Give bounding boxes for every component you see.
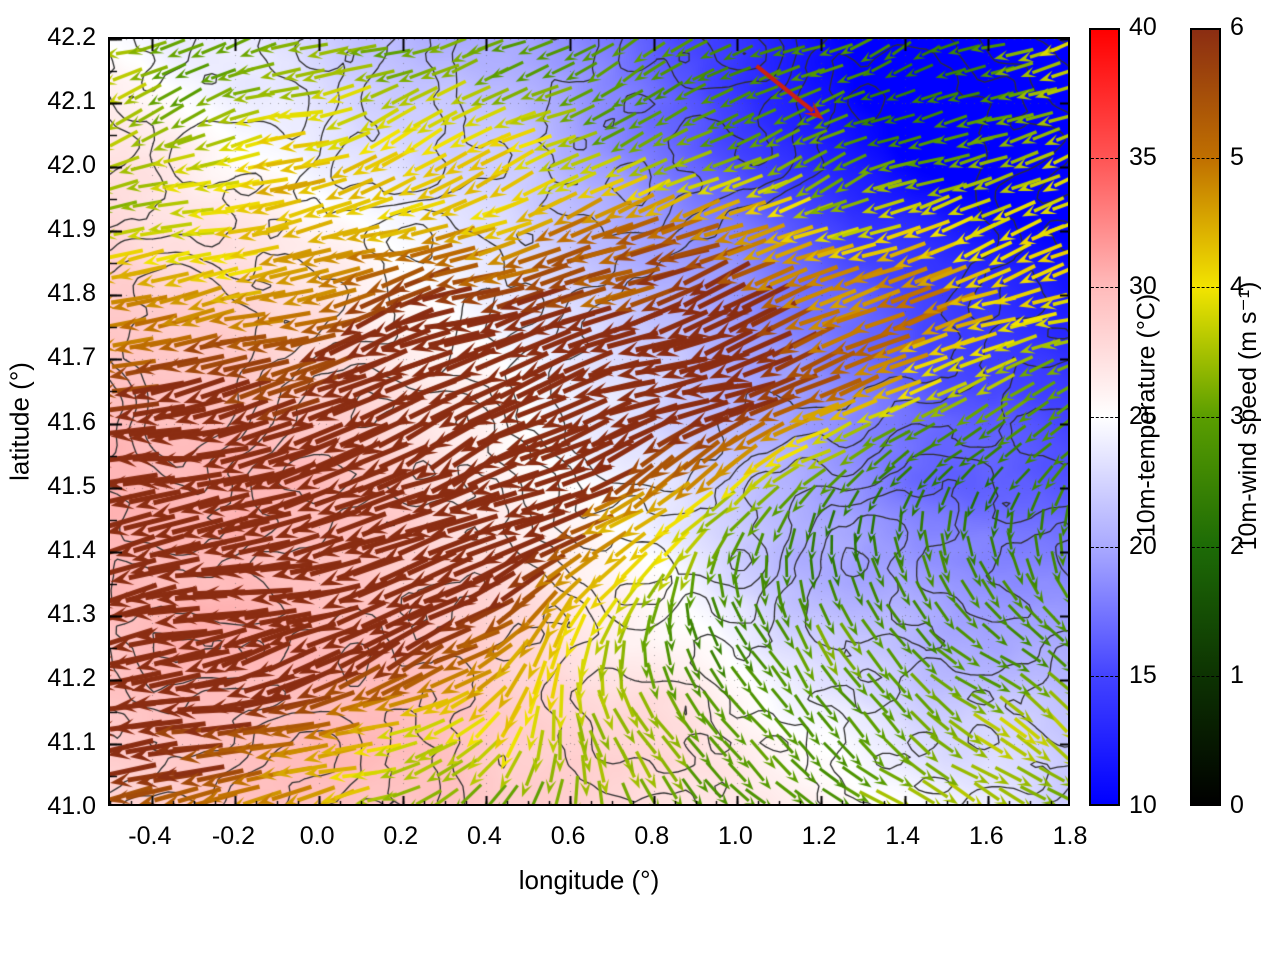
axis-tick-marks [110,39,1068,804]
x-tick-label: 1.0 [718,822,753,850]
colorbar-tick [1192,157,1219,159]
colorbar-tick-label: 0 [1230,791,1244,819]
y-tick-label: 42.1 [47,87,96,116]
colorbar-tick [1091,157,1118,159]
map-plot-area[interactable] [108,37,1070,806]
colorbar-tick-label: 10 [1129,791,1157,819]
y-tick-label: 41.7 [47,343,96,372]
y-tick-label: 41.8 [47,279,96,308]
colorbar-tick-label: 1 [1230,661,1244,690]
colorbar-tick [1091,546,1118,548]
y-tick-label: 41.1 [47,727,96,756]
colorbar-tick [1091,287,1118,289]
y-tick-label: 41.5 [47,471,96,500]
wind-speed-colorbar-title: 10m-wind speed (m s⁻¹) [1234,281,1262,551]
colorbar-tick-label: 20 [1129,531,1157,560]
colorbar-tick [1192,417,1219,418]
colorbar-tick-label: 2 [1230,531,1244,560]
x-tick-label: 1.8 [1052,822,1088,850]
y-tick-label: 41.6 [47,407,96,436]
colorbar-tick [1091,417,1118,418]
x-tick-label: 1.6 [968,822,1004,850]
y-tick-label: 41.2 [47,663,96,692]
x-tick-label: 0.8 [634,822,670,850]
y-tick-label: 41.0 [47,792,96,820]
y-tick-label: 42.0 [47,151,96,180]
colorbar-tick-label: 15 [1129,661,1157,690]
x-tick-label: -0.2 [211,822,256,850]
colorbar-tick-label: 35 [1129,142,1157,171]
colorbar-tick [1192,546,1219,548]
y-tick-label: 41.3 [47,599,96,628]
colorbar-tick [1091,676,1118,678]
y-tick-label: 41.9 [47,215,96,244]
x-tick-label: 0.4 [467,822,502,850]
colorbar-tick-label: 6 [1230,13,1244,41]
colorbar-tick-label: 30 [1129,272,1157,301]
y-tick-label: 41.4 [47,535,96,564]
colorbar-tick-label: 40 [1129,13,1157,41]
colorbar-tick-label: 3 [1230,402,1244,430]
colorbar-tick [1192,287,1219,289]
x-tick-label: 1.4 [885,822,921,850]
y-tick-label: 42.2 [47,23,96,51]
colorbar-tick [1192,676,1219,678]
x-tick-label: 0.6 [550,822,586,850]
x-tick-label: 0.2 [383,822,419,850]
x-axis-title: longitude (°) [518,865,660,895]
colorbar-tick-label: 25 [1129,402,1157,430]
colorbar-tick-label: 4 [1230,272,1244,301]
x-tick-label: -0.4 [128,822,172,850]
x-tick-label: 0.0 [299,822,335,850]
colorbar-tick-label: 5 [1230,142,1244,171]
x-tick-label: 1.2 [801,822,837,850]
temperature-colorbar-title: 10m-temperature (°C) [1132,293,1161,538]
